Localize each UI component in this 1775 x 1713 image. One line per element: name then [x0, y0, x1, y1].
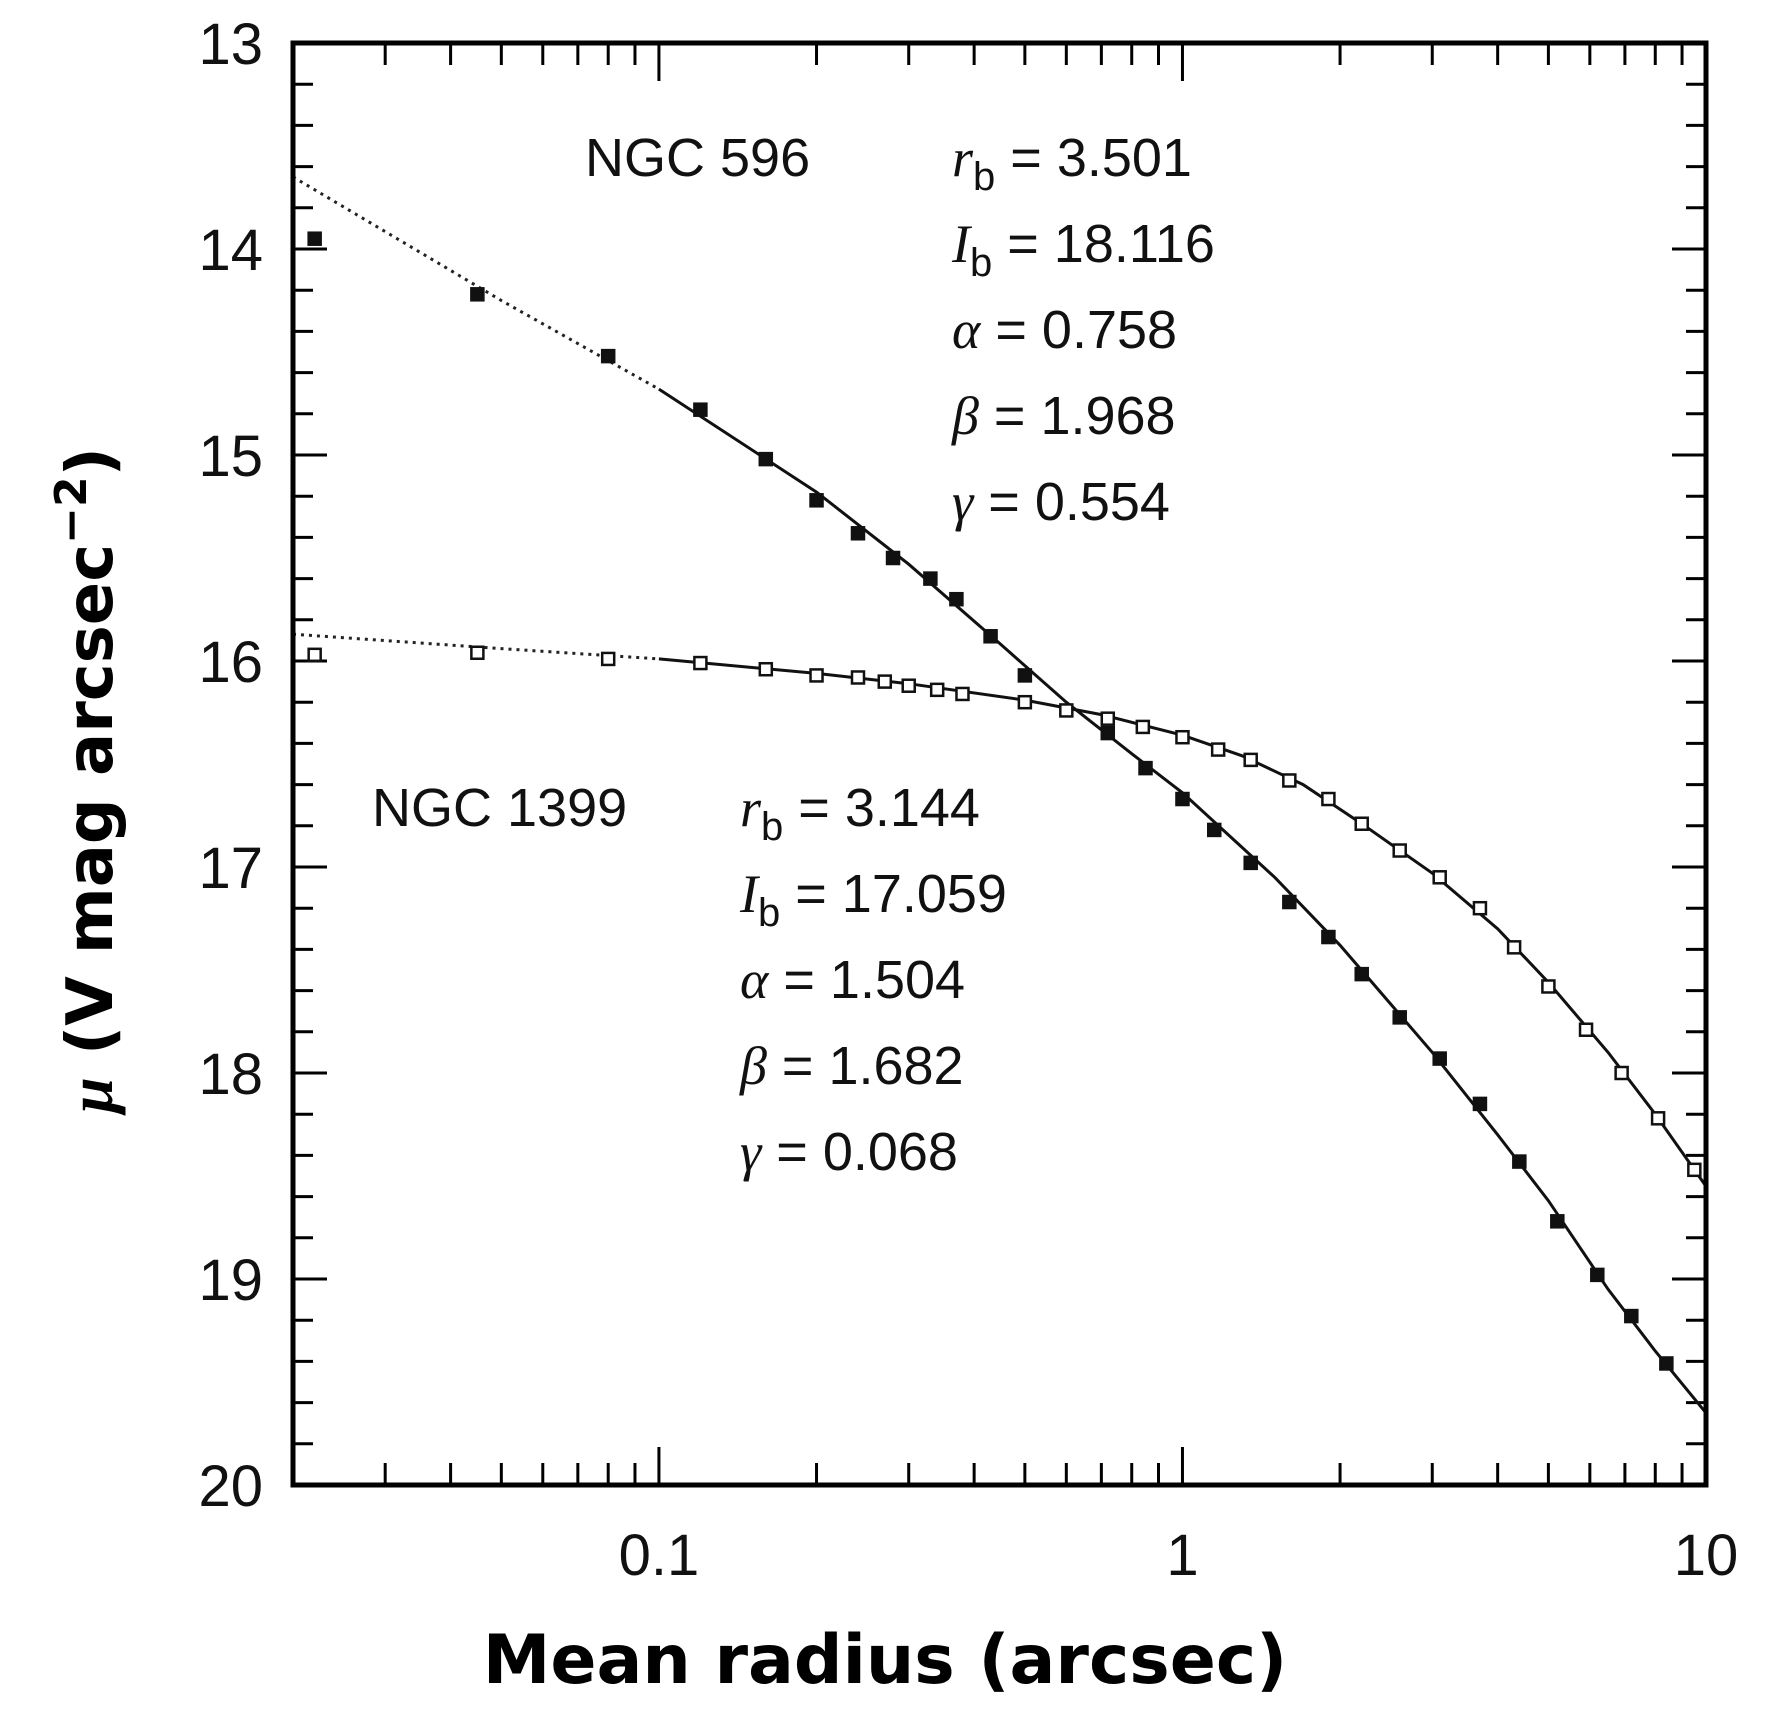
ngc596-annotation: NGC 596 rb = 3.501 Ib = 18.116 α = 0.758… — [585, 128, 1215, 532]
ngc1399-Ib: Ib = 17.059 — [739, 864, 1007, 935]
ngc596-rb: rb = 3.501 — [952, 128, 1192, 199]
ngc596-point — [1659, 1356, 1674, 1371]
y-tick-label: 13 — [198, 12, 263, 77]
ngc596-point — [1017, 668, 1033, 683]
ngc596-point — [1354, 966, 1369, 982]
ngc596-point — [983, 629, 998, 644]
ngc596-point — [1206, 822, 1222, 838]
ngc596-point — [758, 451, 774, 467]
ngc596-point — [1432, 1051, 1447, 1066]
y-tick-label: 15 — [198, 424, 263, 489]
y-tick-label: 18 — [198, 1042, 263, 1107]
ngc1399-point — [955, 686, 970, 702]
data-points — [307, 231, 1702, 1371]
ngc596-point — [1138, 760, 1153, 776]
ngc1399-point — [1506, 940, 1522, 955]
y-tick-label: 19 — [198, 1248, 263, 1313]
y-tick-label: 17 — [198, 836, 263, 901]
fit-curve-solid — [658, 387, 1708, 1414]
ngc1399-point — [1059, 703, 1074, 718]
ngc1399-annotation: NGC 1399 rb = 3.144 Ib = 17.059 α = 1.50… — [372, 778, 1007, 1182]
ngc1399-point — [1392, 843, 1407, 858]
ngc1399-point — [1472, 900, 1488, 916]
ngc1399-point — [1687, 1162, 1702, 1178]
ngc1399-point — [1243, 752, 1258, 768]
ngc1399-point — [758, 661, 774, 677]
ngc1399-rb: rb = 3.144 — [740, 778, 980, 849]
ngc1399-label: NGC 1399 — [372, 778, 627, 838]
ngc1399-gamma: γ = 0.068 — [740, 1122, 958, 1182]
ngc1399-point — [1135, 719, 1151, 735]
y-tick-label: 20 — [198, 1454, 263, 1519]
ngc596-point — [1321, 929, 1336, 945]
ngc596-point — [1512, 1154, 1527, 1169]
ngc1399-point — [1614, 1065, 1629, 1081]
ngc596-point — [1590, 1267, 1605, 1283]
ngc596-point — [470, 287, 485, 302]
ngc1399-point — [1650, 1111, 1666, 1126]
ngc596-point — [1243, 855, 1258, 871]
x-tick-label: 10 — [1674, 1523, 1739, 1588]
ngc596-point — [307, 231, 322, 246]
ngc596-point — [1392, 1010, 1407, 1025]
ngc1399-point — [470, 645, 485, 661]
ngc596-Ib: Ib = 18.116 — [951, 214, 1215, 285]
ngc596-point — [809, 493, 824, 508]
ngc596-point — [1282, 894, 1297, 910]
ngc596-label: NGC 596 — [585, 128, 810, 188]
ngc1399-point — [1321, 791, 1336, 807]
ngc596-point — [885, 550, 901, 566]
x-tick-label: 0.1 — [619, 1523, 700, 1588]
ngc596-point — [949, 591, 964, 607]
ngc1399-point — [850, 670, 866, 685]
y-tick-label: 14 — [198, 218, 263, 283]
ngc596-point — [923, 571, 938, 586]
x-axis-title: Mean radius (arcsec) — [483, 1621, 1288, 1700]
plot-frame — [290, 40, 1709, 1488]
tick-labels: 13 14 15 16 17 18 19 20 0.1 1 10 — [198, 12, 1738, 1588]
ngc596-beta: β = 1.968 — [951, 386, 1176, 446]
ngc1399-point — [1100, 711, 1116, 726]
ngc596-point — [1550, 1214, 1565, 1229]
ngc1399-point — [929, 682, 945, 698]
y-axis-title: μ (V mag arcsec−2) — [46, 447, 128, 1116]
ngc1399-point — [877, 674, 893, 689]
ngc1399-point — [901, 678, 916, 693]
ngc596-gamma: γ = 0.554 — [952, 472, 1170, 532]
y-tick-label: 16 — [198, 630, 263, 695]
ngc1399-alpha: α = 1.504 — [740, 950, 965, 1010]
ngc1399-point — [1354, 816, 1369, 831]
ngc1399-point — [693, 655, 708, 671]
ngc596-point — [1624, 1308, 1639, 1324]
axis-ticks — [291, 41, 1708, 1487]
ngc596-point — [1100, 725, 1116, 741]
ngc596-point — [850, 526, 866, 541]
ngc1399-point — [1282, 773, 1297, 788]
ngc1399-beta: β = 1.682 — [739, 1036, 964, 1096]
ngc1399-point — [307, 647, 322, 663]
ngc596-alpha: α = 0.758 — [952, 300, 1177, 360]
ngc596-point — [1175, 791, 1190, 807]
ngc1399-point — [1578, 1022, 1594, 1037]
x-tick-label: 1 — [1166, 1523, 1198, 1588]
ngc1399-point — [1432, 870, 1447, 885]
ngc1399-point — [1017, 694, 1033, 710]
ngc1399-point — [1175, 729, 1190, 745]
ngc1399-point — [809, 668, 824, 683]
ngc1399-point — [1210, 742, 1226, 757]
ngc596-point — [600, 348, 616, 364]
ngc1399-point — [1541, 979, 1556, 994]
ngc596-point — [1472, 1096, 1488, 1112]
ngc1399-point — [600, 651, 616, 667]
ngc596-point — [693, 402, 708, 417]
